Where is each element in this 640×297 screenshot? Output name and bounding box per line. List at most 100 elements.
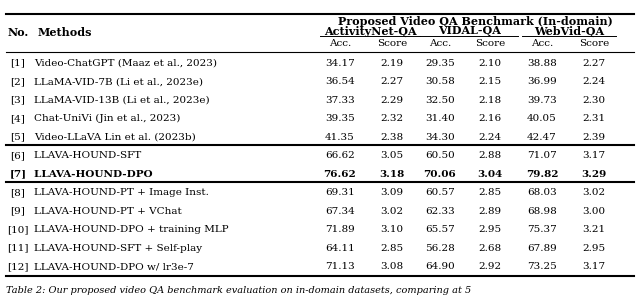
Text: 76.62: 76.62 <box>324 170 356 178</box>
Text: 2.18: 2.18 <box>479 96 502 105</box>
Text: 2.68: 2.68 <box>479 244 502 253</box>
Text: 36.99: 36.99 <box>527 77 557 86</box>
Text: 70.06: 70.06 <box>424 170 456 178</box>
Text: 56.28: 56.28 <box>425 244 455 253</box>
Text: Score: Score <box>579 40 609 48</box>
Text: LLAVA-H​OUND-DPO: LLAVA-H​OUND-DPO <box>34 170 152 178</box>
Text: LLAVA-H​OUND-SFT: LLAVA-H​OUND-SFT <box>34 151 141 160</box>
Text: 2.85: 2.85 <box>380 244 404 253</box>
Text: LLAVA-H​OUND-PT + VChat: LLAVA-H​OUND-PT + VChat <box>34 207 182 216</box>
Text: 73.25: 73.25 <box>527 262 557 271</box>
Text: Acc.: Acc. <box>429 40 451 48</box>
Text: Methods: Methods <box>38 27 93 38</box>
Text: LLaMA-VID-7B (Li et al., 2023e): LLaMA-VID-7B (Li et al., 2023e) <box>34 77 203 86</box>
Text: 3.04: 3.04 <box>477 170 502 178</box>
Text: 2.27: 2.27 <box>380 77 404 86</box>
Text: 64.11: 64.11 <box>325 244 355 253</box>
Text: [7]: [7] <box>10 170 26 178</box>
Text: 67.89: 67.89 <box>527 244 557 253</box>
Text: 2.10: 2.10 <box>479 59 502 68</box>
Text: 38.88: 38.88 <box>527 59 557 68</box>
Text: 2.95: 2.95 <box>582 244 605 253</box>
Text: No.: No. <box>8 27 29 38</box>
Text: Score: Score <box>475 40 505 48</box>
Text: 3.18: 3.18 <box>380 170 404 178</box>
Text: 2.95: 2.95 <box>479 225 502 234</box>
Text: [11]: [11] <box>7 244 29 253</box>
Text: 3.10: 3.10 <box>380 225 404 234</box>
Text: 29.35: 29.35 <box>425 59 455 68</box>
Text: ActivityNet-QA: ActivityNet-QA <box>324 26 416 37</box>
Text: 60.57: 60.57 <box>425 188 455 197</box>
Text: Acc.: Acc. <box>329 40 351 48</box>
Text: 2.24: 2.24 <box>582 77 605 86</box>
Text: 71.89: 71.89 <box>325 225 355 234</box>
Text: [9]: [9] <box>11 207 26 216</box>
Text: LLaMA-VID-13B (Li et al., 2023e): LLaMA-VID-13B (Li et al., 2023e) <box>34 96 210 105</box>
Text: LLAVA-H​OUND-DPO w/ lr3e-7: LLAVA-H​OUND-DPO w/ lr3e-7 <box>34 262 194 271</box>
Text: Table 2: Our proposed video QA benchmark evaluation on in-domain datasets, compa: Table 2: Our proposed video QA benchmark… <box>6 286 471 295</box>
Text: 2.89: 2.89 <box>479 207 502 216</box>
Text: Video-LLaVA Lin et al. (2023b): Video-LLaVA Lin et al. (2023b) <box>34 132 196 142</box>
Text: 3.21: 3.21 <box>582 225 605 234</box>
Text: Chat-UniVi (Jin et al., 2023): Chat-UniVi (Jin et al., 2023) <box>34 114 180 123</box>
Text: LLAVA-H​OUND-DPO + training MLP: LLAVA-H​OUND-DPO + training MLP <box>34 225 228 234</box>
Text: [8]: [8] <box>11 188 26 197</box>
Text: 3.29: 3.29 <box>581 170 607 178</box>
Text: 2.92: 2.92 <box>479 262 502 271</box>
Text: [2]: [2] <box>11 77 26 86</box>
Text: 2.38: 2.38 <box>380 132 404 142</box>
Text: 3.05: 3.05 <box>380 151 404 160</box>
Text: 2.19: 2.19 <box>380 59 404 68</box>
Text: VIDAL-QA: VIDAL-QA <box>438 26 500 37</box>
Text: 41.35: 41.35 <box>325 132 355 142</box>
Text: 64.90: 64.90 <box>425 262 455 271</box>
Text: 2.30: 2.30 <box>582 96 605 105</box>
Text: 65.57: 65.57 <box>425 225 455 234</box>
Text: 79.82: 79.82 <box>525 170 558 178</box>
Text: 2.27: 2.27 <box>582 59 605 68</box>
Text: 66.62: 66.62 <box>325 151 355 160</box>
Text: [4]: [4] <box>11 114 26 123</box>
Text: 2.15: 2.15 <box>479 77 502 86</box>
Text: 2.32: 2.32 <box>380 114 404 123</box>
Text: 32.50: 32.50 <box>425 96 455 105</box>
Text: 39.35: 39.35 <box>325 114 355 123</box>
Text: 39.73: 39.73 <box>527 96 557 105</box>
Text: 2.29: 2.29 <box>380 96 404 105</box>
Text: 3.02: 3.02 <box>582 188 605 197</box>
Text: 3.09: 3.09 <box>380 188 404 197</box>
Text: [12]: [12] <box>7 262 29 271</box>
Text: 40.05: 40.05 <box>527 114 557 123</box>
Text: 2.85: 2.85 <box>479 188 502 197</box>
Text: 36.54: 36.54 <box>325 77 355 86</box>
Text: 34.30: 34.30 <box>425 132 455 142</box>
Text: [6]: [6] <box>11 151 26 160</box>
Text: 71.07: 71.07 <box>527 151 557 160</box>
Text: 31.40: 31.40 <box>425 114 455 123</box>
Text: 2.31: 2.31 <box>582 114 605 123</box>
Text: 2.16: 2.16 <box>479 114 502 123</box>
Text: Score: Score <box>377 40 407 48</box>
Text: 75.37: 75.37 <box>527 225 557 234</box>
Text: 2.39: 2.39 <box>582 132 605 142</box>
Text: Video-ChatGPT (Maaz et al., 2023): Video-ChatGPT (Maaz et al., 2023) <box>34 59 217 68</box>
Text: Proposed Video QA Benchmark (In-domain): Proposed Video QA Benchmark (In-domain) <box>338 15 612 27</box>
Text: WebVid-QA: WebVid-QA <box>534 26 604 37</box>
Text: 3.08: 3.08 <box>380 262 404 271</box>
Text: 68.98: 68.98 <box>527 207 557 216</box>
Text: [5]: [5] <box>11 132 26 142</box>
Text: 3.17: 3.17 <box>582 262 605 271</box>
Text: LLAVA-H​OUND-PT + Image Inst.: LLAVA-H​OUND-PT + Image Inst. <box>34 188 209 197</box>
Text: 60.50: 60.50 <box>425 151 455 160</box>
Text: 30.58: 30.58 <box>425 77 455 86</box>
Text: 71.13: 71.13 <box>325 262 355 271</box>
Text: 68.03: 68.03 <box>527 188 557 197</box>
Text: [1]: [1] <box>11 59 26 68</box>
Text: 67.34: 67.34 <box>325 207 355 216</box>
Text: 3.17: 3.17 <box>582 151 605 160</box>
Text: 42.47: 42.47 <box>527 132 557 142</box>
Text: 34.17: 34.17 <box>325 59 355 68</box>
Text: 37.33: 37.33 <box>325 96 355 105</box>
Text: 2.88: 2.88 <box>479 151 502 160</box>
